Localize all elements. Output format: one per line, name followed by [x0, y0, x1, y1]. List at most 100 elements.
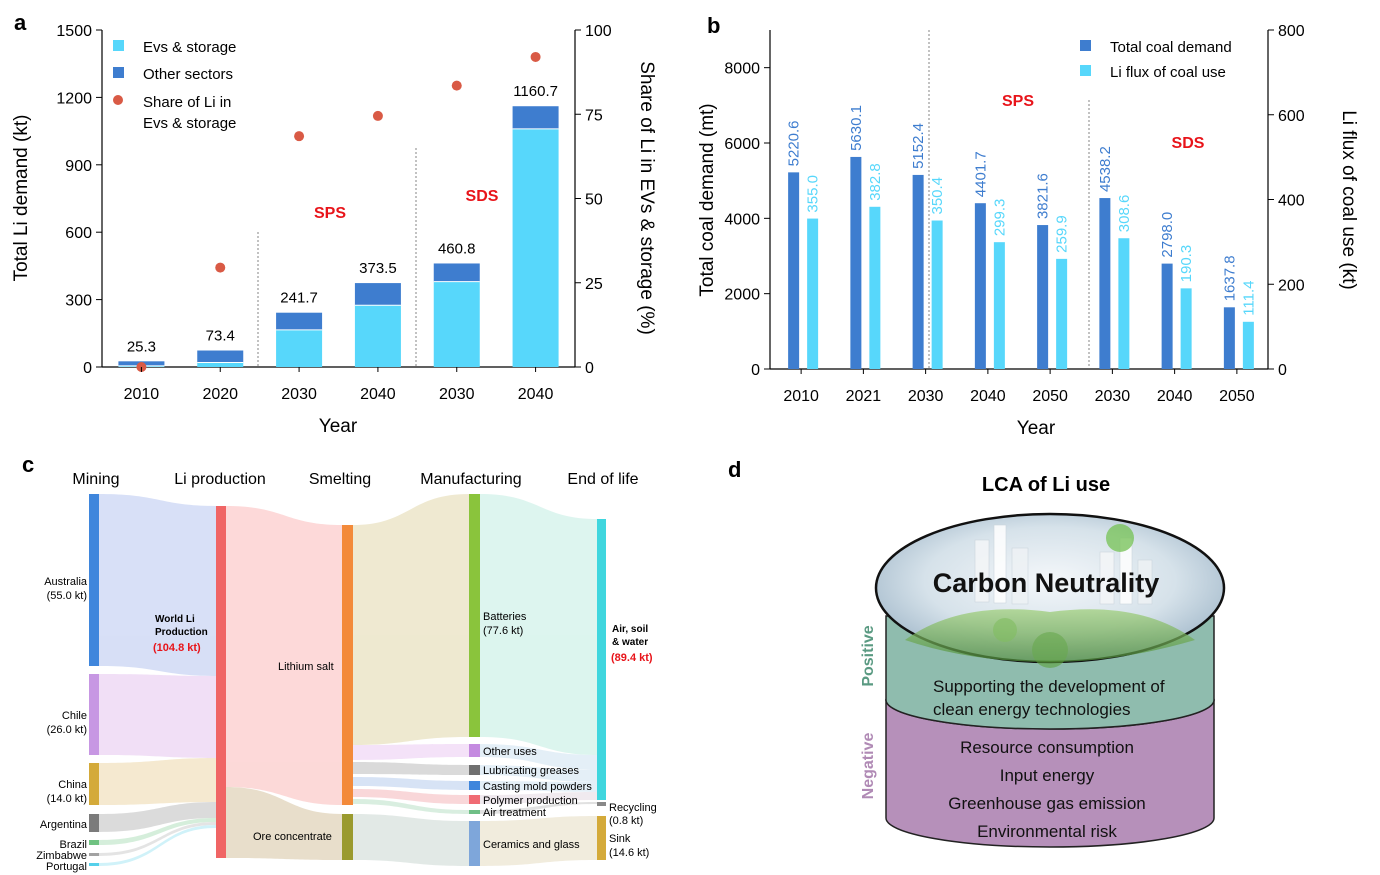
panel-d-lca-diagram: d LCA of Li use Carbon Neutrality Positi…	[728, 457, 1226, 848]
manufacturing-labels: Batteries (77.6 kt) Other uses Lubricati…	[483, 611, 592, 851]
b-label-li-flux: 190.3	[1178, 245, 1195, 283]
panel-a-sps-label: SPS	[314, 205, 346, 222]
legend-total-coal-swatch	[1080, 40, 1091, 51]
label-air-soil-water-amount: (89.4 kt)	[611, 652, 653, 664]
a-ytick-label: 1500	[56, 23, 92, 40]
label-world-li-value: (104.8 kt)	[153, 642, 201, 654]
a-xtick-label: 2020	[202, 386, 238, 403]
b-label-total-coal: 2798.0	[1159, 212, 1176, 258]
flows-smelting-to-manufacturing	[353, 494, 469, 866]
label-australia: Australia	[44, 576, 88, 588]
stage-manufacturing: Manufacturing	[420, 471, 521, 488]
negative-impacts: Resource consumption Input energy Greenh…	[948, 738, 1146, 841]
label-chile-amount: (26.0 kt)	[47, 724, 87, 736]
label-casting-mold-powders: Casting mold powders	[483, 781, 592, 793]
label-other-uses: Other uses	[483, 746, 537, 758]
label-recycling: Recycling	[609, 802, 657, 814]
label-china: China	[58, 779, 88, 791]
negative-cylinder-body	[885, 699, 1215, 848]
b-xtick-label: 2040	[1157, 388, 1193, 405]
panel-a-bars: 25.3 73.4 241.7 373.5 460.8 1160.7	[118, 83, 559, 367]
panel-c-lithium-flow-sankey: c Mining Li production Smelting Manufact…	[22, 452, 657, 873]
a-share-point	[530, 51, 541, 62]
panel-b-label: b	[707, 13, 720, 38]
a-bar-total-label: 25.3	[127, 338, 156, 355]
b-label-li-flux: 308.6	[1116, 195, 1133, 233]
node-air-soil-water	[597, 519, 606, 800]
stage-smelting: Smelting	[309, 471, 371, 488]
b-xtick-label: 2050	[1032, 388, 1068, 405]
node-china	[89, 763, 99, 805]
a-bar-other	[197, 350, 244, 363]
panel-a-xlabel: Year	[319, 416, 358, 437]
lca-title: LCA of Li use	[982, 474, 1110, 496]
b-label-total-coal: 5630.1	[848, 105, 865, 151]
positive-line-2: clean energy technologies	[933, 700, 1131, 719]
label-air-treatment: Air treatment	[483, 807, 546, 819]
flows-production-to-smelting	[226, 506, 342, 860]
b-bar-total-coal	[1037, 225, 1049, 369]
b-xtick-label: 2010	[783, 388, 819, 405]
label-world-li-2: Production	[155, 627, 208, 638]
panel-a-sds-label: SDS	[466, 188, 499, 205]
b-xtick-label: 2050	[1219, 388, 1255, 405]
a-bar-other	[354, 283, 401, 306]
a-bar-evs	[433, 281, 480, 367]
b-bar-li-flux	[931, 220, 943, 369]
label-chile: Chile	[62, 710, 87, 722]
node-polymer-production	[469, 795, 480, 804]
label-sink: Sink	[609, 833, 631, 845]
b-bar-li-flux	[1180, 288, 1192, 369]
a-xtick-label: 2030	[281, 386, 317, 403]
b-label-li-flux: 111.4	[1240, 280, 1257, 315]
panel-c-label: c	[22, 452, 34, 477]
node-other-uses	[469, 744, 480, 757]
a-ytick-right-label: 25	[585, 276, 603, 293]
panel-b-ylabel: Total coal demand (mt)	[697, 103, 718, 296]
a-bar-evs	[197, 362, 244, 367]
b-label-total-coal: 5220.6	[786, 120, 803, 166]
node-ceramics-glass	[469, 821, 480, 866]
legend-share-marker	[113, 95, 123, 105]
a-share-point	[215, 262, 226, 273]
b-label-li-flux: 355.0	[805, 175, 822, 213]
node-air-treatment	[469, 810, 480, 814]
legend-share-label-2: Evs & storage	[143, 115, 236, 132]
b-ytick-label: 2000	[724, 287, 760, 304]
b-bar-total-coal	[1223, 307, 1235, 369]
a-share-point	[451, 80, 462, 91]
negative-line-1: Resource consumption	[960, 738, 1134, 757]
a-share-point	[294, 131, 305, 142]
stage-end-of-life: End of life	[567, 471, 638, 488]
b-ytick-label: 4000	[724, 211, 760, 228]
b-label-total-coal: 5152.4	[910, 123, 927, 169]
a-ytick-label: 300	[65, 293, 92, 310]
a-ytick-right-label: 0	[585, 360, 594, 377]
legend-share-label-1: Share of Li in	[143, 94, 231, 111]
negative-label: Negative	[860, 733, 877, 800]
a-share-point	[372, 110, 383, 121]
legend-other-swatch	[113, 67, 124, 78]
b-ytick-label: 0	[751, 362, 760, 379]
a-bar-total-label: 73.4	[206, 328, 235, 345]
panel-a-label: a	[14, 10, 27, 35]
positive-line-1: Supporting the development of	[933, 677, 1165, 696]
negative-line-4: Environmental risk	[977, 822, 1117, 841]
a-xtick-label: 2010	[124, 386, 160, 403]
label-zimbabwe: Zimbabwe	[36, 850, 87, 862]
flows-manufacturing-to-end-of-life	[480, 494, 597, 866]
panel-a-ylabel: Total Li demand (kt)	[11, 115, 32, 282]
a-xtick-label: 2030	[439, 386, 475, 403]
node-australia	[89, 494, 99, 666]
a-ytick-label: 600	[65, 225, 92, 242]
b-ytick-right-label: 200	[1278, 277, 1305, 294]
a-ytick-label: 1200	[56, 90, 92, 107]
positive-impacts: Supporting the development of clean ener…	[933, 677, 1165, 719]
a-xtick-label: 2040	[360, 386, 396, 403]
node-chile	[89, 674, 99, 755]
b-bar-li-flux	[1056, 258, 1068, 369]
b-bar-total-coal	[1161, 263, 1173, 369]
label-air-soil: Air, soil	[612, 624, 648, 635]
